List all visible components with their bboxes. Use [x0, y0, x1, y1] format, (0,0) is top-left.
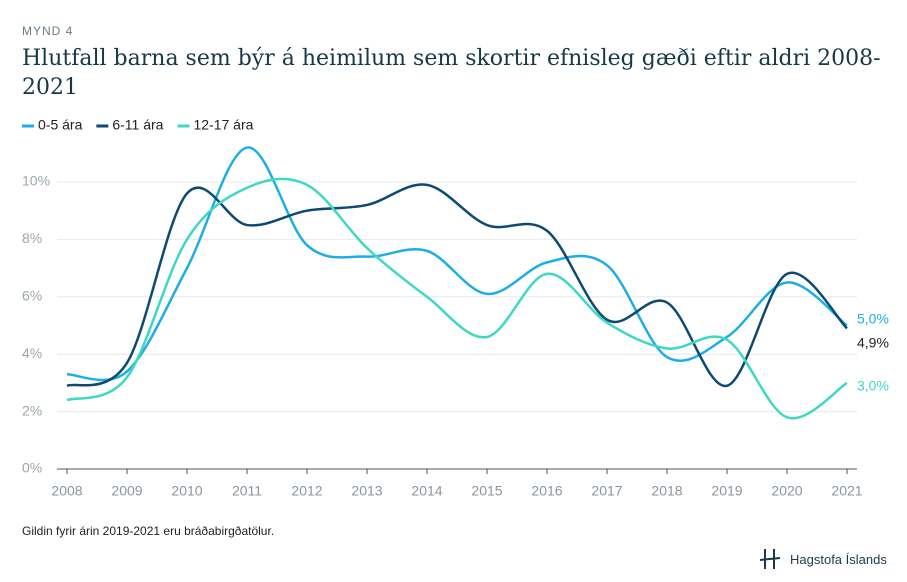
x-tick-label: 2014	[411, 483, 442, 499]
y-tick-label: 10%	[22, 173, 50, 189]
x-tick-label: 2015	[471, 483, 502, 499]
line-series	[66, 177, 848, 420]
chart-title: Hlutfall barna sem býr á heimilum sem sk…	[22, 46, 881, 100]
value-label: 5,0%	[857, 311, 889, 327]
legend-label: 12-17 ára	[193, 117, 253, 133]
x-tick-label: 2021	[831, 483, 862, 499]
kicker: MYND 4	[22, 24, 74, 38]
line-series	[66, 183, 848, 388]
x-tick-label: 2012	[291, 483, 322, 499]
legend-label: 0-5 ára	[38, 117, 83, 133]
logo: Hagstofa Íslands	[760, 548, 887, 570]
x-tick-label: 2010	[171, 483, 202, 499]
x-tick-label: 2011	[232, 483, 262, 499]
x-tick-label: 2009	[111, 483, 142, 499]
x-tick-label: 2017	[591, 483, 622, 499]
y-tick-label: 2%	[22, 402, 42, 418]
y-tick-label: 4%	[22, 345, 42, 361]
logo-icon	[760, 549, 781, 569]
y-tick-label: 6%	[22, 288, 42, 304]
value-label: 3,0%	[857, 378, 889, 394]
x-tick-label: 2013	[351, 483, 382, 499]
x-tick-label: 2016	[531, 483, 562, 499]
line-series	[66, 146, 848, 382]
legend-label: 6-11 ára	[112, 117, 163, 133]
value-label: 4,9%	[857, 335, 889, 351]
y-tick-label: 8%	[22, 230, 42, 246]
footnote: Gildin fyrir árin 2019-2021 eru bráðabir…	[22, 524, 275, 538]
x-tick-label: 2020	[771, 483, 802, 499]
source: Hagstofa Íslands	[790, 551, 887, 567]
x-tick-label: 2018	[651, 483, 682, 499]
x-tick-label: 2019	[711, 483, 742, 499]
x-tick-label: 2008	[51, 483, 82, 499]
y-tick-label: 0%	[22, 460, 42, 476]
